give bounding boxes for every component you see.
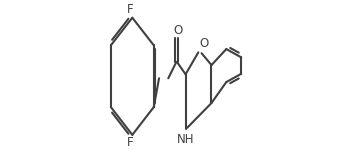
Text: O: O [174,24,183,37]
Text: F: F [127,136,134,149]
Text: NH: NH [177,133,194,146]
Text: F: F [127,3,134,16]
Text: O: O [199,37,208,50]
